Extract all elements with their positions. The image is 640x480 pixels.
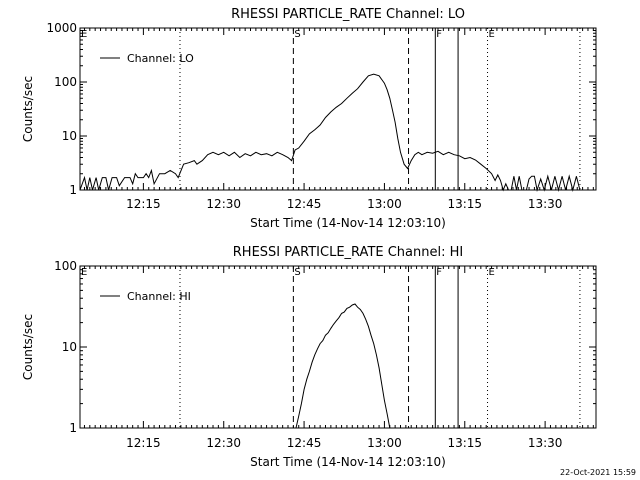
panel-lo: RHESSI PARTICLE_RATE Channel: LO Start Ti… bbox=[21, 7, 597, 230]
x-tick-label: 12:30 bbox=[206, 197, 241, 211]
y-axis-label: Counts/sec bbox=[21, 314, 35, 380]
x-tick-label: 13:15 bbox=[447, 436, 482, 450]
x-tick-label: 13:15 bbox=[447, 197, 482, 211]
x-tick-label: 12:30 bbox=[206, 436, 241, 450]
x-axis-label: Start Time (14-Nov-14 12:03:10) bbox=[250, 455, 446, 469]
marker-label: S bbox=[294, 29, 300, 40]
y-tick-label: 100 bbox=[54, 259, 77, 273]
legend-label: Channel: LO bbox=[127, 52, 194, 65]
x-tick-label: 13:00 bbox=[367, 436, 402, 450]
chart-title: RHESSI PARTICLE_RATE Channel: LO bbox=[231, 7, 465, 22]
marker-label: F bbox=[436, 29, 442, 40]
marker-label: F bbox=[436, 267, 442, 278]
series-line bbox=[295, 303, 391, 429]
y-tick-label: 10 bbox=[62, 340, 77, 354]
x-tick-label: 13:30 bbox=[528, 436, 563, 450]
x-tick-label: 12:45 bbox=[287, 197, 322, 211]
x-tick-label: 13:30 bbox=[528, 197, 563, 211]
marker-label: E bbox=[489, 267, 495, 278]
marker-label: E bbox=[81, 29, 87, 40]
marker-label: S bbox=[294, 267, 300, 278]
y-tick-label: 1 bbox=[69, 421, 77, 435]
marker-label: E bbox=[489, 29, 495, 40]
panel-hi: RHESSI PARTICLE_RATE Channel: HI Start Ti… bbox=[21, 245, 597, 469]
y-tick-label: 1000 bbox=[46, 21, 77, 35]
y-axis-label: Counts/sec bbox=[21, 76, 35, 142]
x-tick-label: 12:15 bbox=[126, 436, 161, 450]
series-line bbox=[79, 73, 581, 192]
plot-frame bbox=[79, 27, 597, 191]
legend-label: Channel: HI bbox=[127, 290, 191, 303]
x-axis-label: Start Time (14-Nov-14 12:03:10) bbox=[250, 216, 446, 230]
chart-title: RHESSI PARTICLE_RATE Channel: HI bbox=[233, 245, 463, 260]
x-tick-label: 12:15 bbox=[126, 197, 161, 211]
x-tick-label: 12:45 bbox=[287, 436, 322, 450]
x-tick-label: 13:00 bbox=[367, 197, 402, 211]
marker-label: E bbox=[81, 267, 87, 278]
footer-timestamp: 22-Oct-2021 15:59 bbox=[560, 468, 636, 477]
y-tick-label: 10 bbox=[62, 129, 77, 143]
y-tick-label: 100 bbox=[54, 75, 77, 89]
y-tick-label: 1 bbox=[69, 183, 77, 197]
